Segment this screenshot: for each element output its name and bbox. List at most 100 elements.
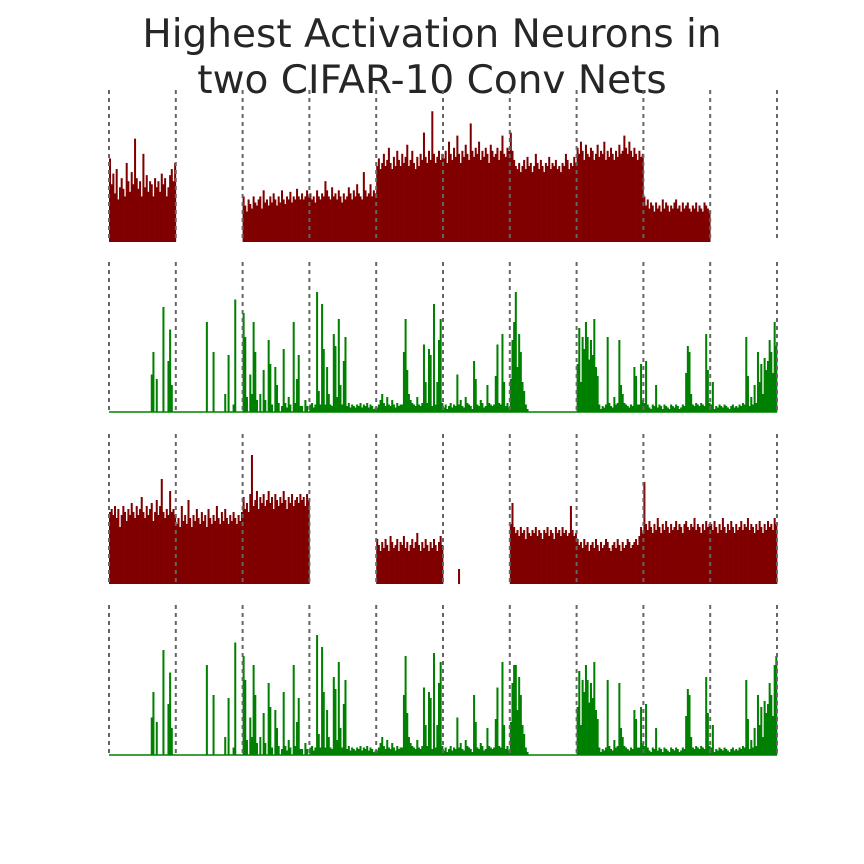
bar	[357, 193, 360, 242]
bar	[267, 491, 270, 584]
bar	[675, 199, 678, 242]
bar	[513, 322, 516, 412]
bar	[546, 166, 549, 242]
bar	[312, 196, 315, 242]
bar	[680, 211, 683, 242]
bar	[648, 750, 651, 755]
bar	[262, 190, 265, 242]
bar	[162, 184, 165, 242]
bar	[336, 740, 339, 755]
bar	[648, 407, 651, 412]
bar	[496, 147, 499, 242]
bar	[468, 159, 471, 242]
bar	[583, 349, 586, 412]
bar	[431, 111, 434, 242]
bar	[635, 539, 638, 584]
bar	[523, 530, 526, 584]
bar	[402, 162, 405, 242]
bar	[486, 728, 489, 755]
bar	[362, 747, 365, 755]
bar	[653, 749, 656, 755]
bar	[255, 743, 258, 755]
bar	[165, 196, 168, 242]
bar	[563, 166, 566, 242]
bar	[416, 533, 419, 584]
bar	[678, 205, 681, 242]
bar	[698, 749, 701, 755]
bar	[524, 747, 527, 755]
bar	[407, 551, 410, 584]
bar	[281, 406, 284, 412]
bar	[327, 196, 330, 242]
boundary-layer	[108, 90, 778, 755]
bar	[576, 707, 579, 755]
bar	[270, 747, 274, 755]
bar	[489, 747, 492, 755]
bar	[414, 169, 417, 242]
bar	[244, 680, 247, 755]
bar	[523, 391, 526, 412]
bar	[675, 404, 678, 412]
bar	[626, 539, 629, 584]
bar	[451, 407, 454, 412]
bar	[376, 407, 379, 412]
bar	[670, 747, 673, 755]
bar	[488, 746, 491, 755]
bar	[134, 138, 137, 242]
bar	[252, 322, 255, 412]
bar	[738, 527, 741, 584]
bar	[224, 737, 227, 755]
bar	[506, 746, 509, 755]
bar	[723, 747, 726, 755]
bar	[401, 747, 404, 755]
bar	[122, 188, 125, 242]
bar	[608, 156, 611, 242]
bar	[735, 406, 738, 412]
bar	[660, 749, 663, 755]
bar	[321, 647, 324, 755]
bar	[304, 196, 307, 242]
bar	[730, 749, 733, 755]
bar	[426, 162, 429, 242]
bar	[426, 403, 429, 412]
bar	[768, 340, 771, 412]
bar	[710, 747, 713, 755]
bar	[245, 503, 248, 584]
bar	[618, 340, 621, 412]
bar	[177, 518, 180, 584]
bar	[673, 407, 676, 412]
bar	[584, 665, 587, 755]
bar	[671, 406, 674, 412]
bar	[431, 548, 434, 584]
bar	[646, 199, 649, 242]
bar	[422, 548, 425, 584]
bar	[579, 382, 582, 412]
bar	[478, 749, 481, 755]
bar	[334, 193, 337, 242]
bar	[412, 548, 415, 584]
bar	[286, 407, 289, 412]
bar	[765, 370, 768, 412]
bar	[458, 404, 461, 412]
bar	[576, 539, 579, 584]
bar	[703, 749, 706, 755]
bar	[511, 150, 514, 242]
bar	[731, 527, 734, 584]
bar	[661, 752, 664, 755]
bar	[411, 539, 414, 584]
bar	[651, 404, 654, 412]
bar	[215, 506, 218, 584]
bar	[658, 205, 661, 242]
bar	[695, 530, 698, 584]
bar	[401, 545, 404, 584]
bar	[212, 695, 215, 755]
bar	[399, 166, 402, 242]
bar	[469, 123, 472, 242]
bar	[279, 497, 282, 584]
bar	[686, 346, 689, 412]
bar	[683, 524, 686, 584]
bar	[630, 150, 633, 242]
bar	[733, 533, 736, 584]
bar	[676, 749, 679, 755]
bar	[604, 747, 608, 755]
